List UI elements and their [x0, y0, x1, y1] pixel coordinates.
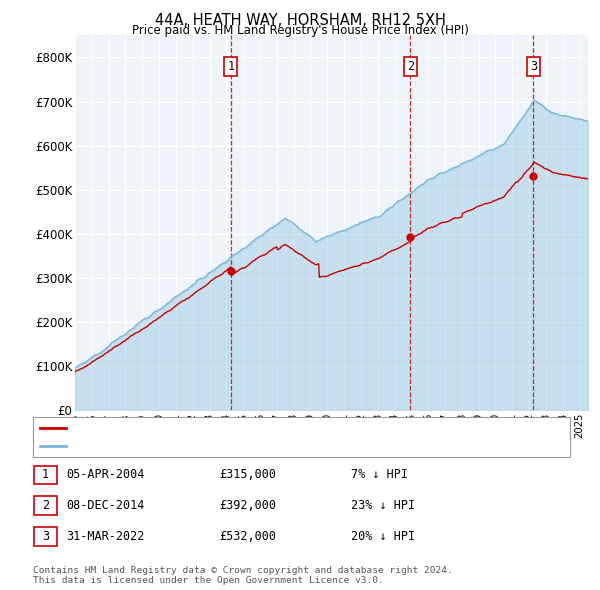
- Text: 44A, HEATH WAY, HORSHAM, RH12 5XH: 44A, HEATH WAY, HORSHAM, RH12 5XH: [155, 13, 445, 28]
- Text: 23% ↓ HPI: 23% ↓ HPI: [351, 499, 415, 512]
- Text: £315,000: £315,000: [219, 468, 276, 481]
- Text: HPI: Average price, detached house, Horsham: HPI: Average price, detached house, Hors…: [72, 441, 362, 451]
- Text: 31-MAR-2022: 31-MAR-2022: [66, 530, 145, 543]
- Text: 05-APR-2004: 05-APR-2004: [66, 468, 145, 481]
- Text: 1: 1: [42, 468, 49, 481]
- Text: 3: 3: [42, 530, 49, 543]
- Text: 08-DEC-2014: 08-DEC-2014: [66, 499, 145, 512]
- Text: Contains HM Land Registry data © Crown copyright and database right 2024.
This d: Contains HM Land Registry data © Crown c…: [33, 566, 453, 585]
- Text: 2: 2: [407, 60, 414, 73]
- Text: 3: 3: [530, 60, 537, 73]
- Text: 1: 1: [227, 60, 235, 73]
- Text: 2: 2: [42, 499, 49, 512]
- Text: £392,000: £392,000: [219, 499, 276, 512]
- Text: 44A, HEATH WAY, HORSHAM, RH12 5XH (detached house): 44A, HEATH WAY, HORSHAM, RH12 5XH (detac…: [72, 424, 409, 434]
- Text: Price paid vs. HM Land Registry's House Price Index (HPI): Price paid vs. HM Land Registry's House …: [131, 24, 469, 37]
- Text: £532,000: £532,000: [219, 530, 276, 543]
- Text: 7% ↓ HPI: 7% ↓ HPI: [351, 468, 408, 481]
- Text: 20% ↓ HPI: 20% ↓ HPI: [351, 530, 415, 543]
